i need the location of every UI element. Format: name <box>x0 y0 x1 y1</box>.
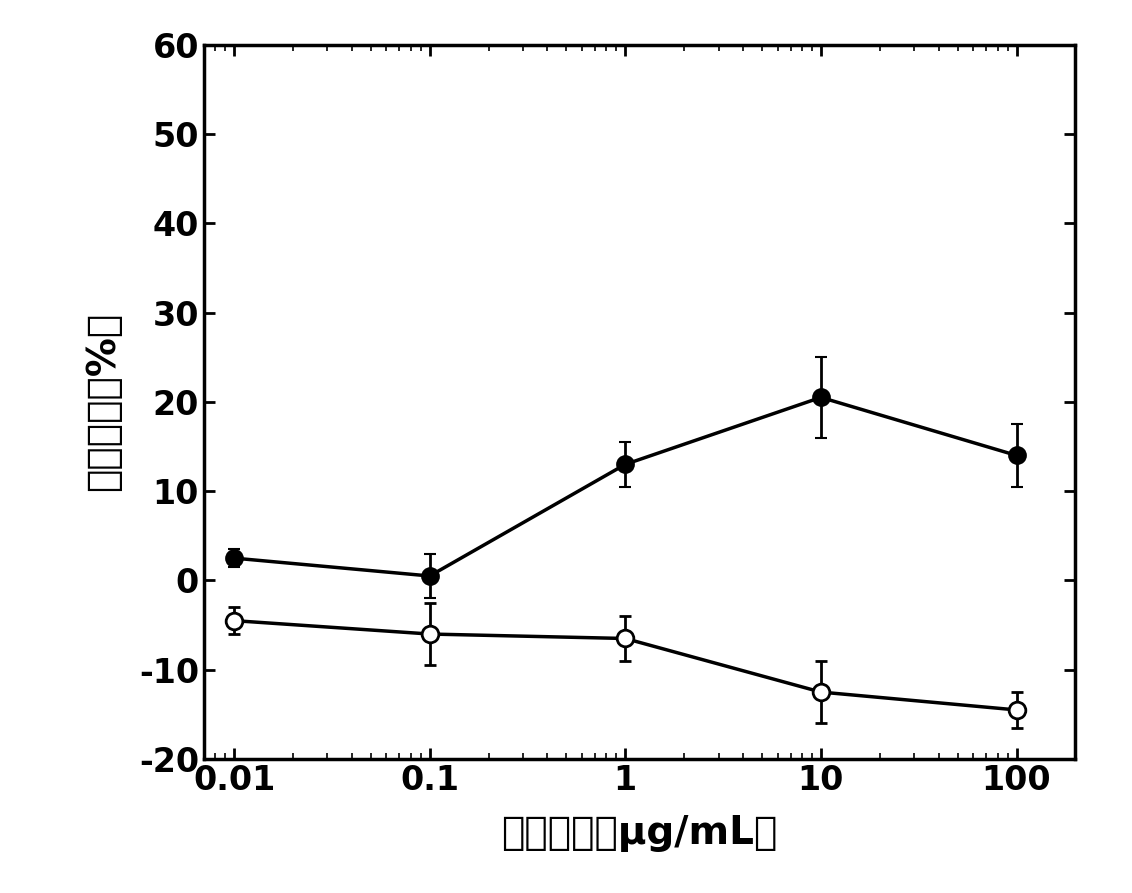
Y-axis label: 細胞弹性（%）: 細胞弹性（%） <box>84 313 122 491</box>
X-axis label: 抗体浓度（μg/mL）: 抗体浓度（μg/mL） <box>501 814 778 852</box>
